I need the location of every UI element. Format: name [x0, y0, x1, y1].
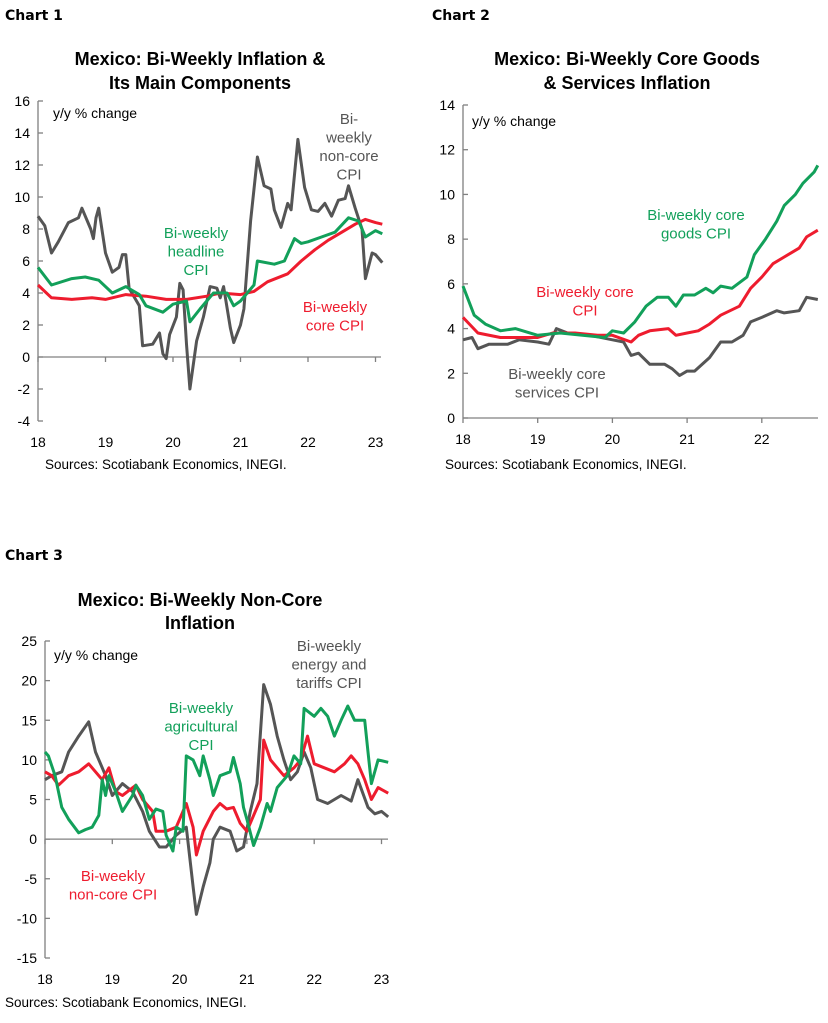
- chart-label: Chart 1: [5, 8, 63, 24]
- chart-title-line-1: Mexico: Bi-Weekly Non-Core: [78, 590, 323, 610]
- x-tick-label: 22: [300, 434, 316, 450]
- series-label: Bi-weekly: [169, 700, 234, 717]
- series-label: tariffs CPI: [296, 675, 362, 692]
- series-label: goods CPI: [661, 226, 731, 243]
- x-tick-label: 20: [172, 971, 188, 987]
- chart-label: Chart 2: [432, 8, 490, 24]
- y-tick-label: 4: [22, 285, 30, 301]
- y-tick-label: 2: [22, 317, 30, 333]
- chart-title-line-1: Mexico: Bi-Weekly Core Goods: [494, 49, 760, 69]
- x-tick-label: 21: [679, 431, 695, 447]
- series-label: Bi-: [340, 111, 358, 128]
- series-label: CPI: [183, 262, 208, 279]
- y-tick-label: 2: [447, 365, 455, 381]
- series-label: Bi-weekly: [81, 868, 146, 885]
- y-tick-label: 20: [21, 673, 37, 689]
- series-label: CPI: [188, 737, 213, 754]
- y-tick-label: 10: [439, 186, 455, 202]
- x-tick-label: 18: [455, 431, 471, 447]
- series-label: non-core CPI: [69, 887, 157, 904]
- y-tick-label: 6: [22, 253, 30, 269]
- x-tick-label: 19: [98, 434, 114, 450]
- chart-label: Chart 3: [5, 548, 63, 564]
- y-tick-label: 12: [439, 142, 455, 158]
- y-tick-label: 8: [22, 221, 30, 237]
- chart-source: Sources: Scotiabank Economics, INEGI.: [45, 457, 287, 472]
- series-label: weekly: [325, 130, 372, 147]
- chart-source: Sources: Scotiabank Economics, INEGI.: [5, 995, 247, 1010]
- y-tick-label: 10: [14, 189, 30, 205]
- series-line-red: [461, 228, 819, 344]
- x-tick-label: 22: [754, 431, 770, 447]
- y-tick-label: 6: [447, 276, 455, 292]
- x-tick-label: 20: [165, 434, 181, 450]
- series-label: agricultural: [164, 719, 237, 736]
- series-label: energy and: [291, 657, 366, 674]
- series-label: Bi-weekly: [164, 225, 229, 242]
- series-label: Bi-weekly: [303, 299, 368, 316]
- chart-3: Chart 3 Mexico: Bi-Weekly Non-Core Infla…: [5, 548, 389, 1010]
- series-label: Bi-weekly core: [508, 366, 606, 383]
- y-tick-label: -2: [18, 381, 31, 397]
- x-tick-label: 21: [233, 434, 249, 450]
- y-tick-label: 16: [14, 93, 30, 109]
- chart-1: Chart 1 Mexico: Bi-Weekly Inflation & It…: [5, 8, 383, 472]
- x-tick-label: 23: [368, 434, 384, 450]
- series-line-gray: [462, 295, 819, 377]
- x-tick-label: 18: [37, 971, 53, 987]
- y-axis-label: y/y % change: [54, 647, 138, 663]
- chart-title-line-1: Mexico: Bi-Weekly Inflation &: [75, 49, 326, 69]
- y-tick-label: -10: [17, 910, 37, 926]
- y-tick-label: 0: [29, 831, 37, 847]
- series-line-green: [461, 164, 820, 339]
- y-tick-label: -4: [18, 413, 31, 429]
- y-axis-label: y/y % change: [472, 113, 556, 129]
- series-label: services CPI: [515, 385, 599, 402]
- x-tick-label: 23: [374, 971, 390, 987]
- series-label: CPI: [572, 303, 597, 320]
- y-tick-label: 10: [21, 752, 37, 768]
- series-line-green: [36, 216, 383, 324]
- series-label: CPI: [336, 167, 361, 184]
- y-axis-label: y/y % change: [53, 105, 137, 121]
- chart-title-line-2: Inflation: [165, 613, 235, 633]
- series-label: Bi-weekly: [297, 638, 362, 655]
- series-line-red: [44, 734, 389, 857]
- chart-source: Sources: Scotiabank Economics, INEGI.: [445, 457, 687, 472]
- chart-2: Chart 2 Mexico: Bi-Weekly Core Goods & S…: [432, 8, 820, 472]
- series-label: Bi-weekly core: [647, 207, 745, 224]
- chart-title-line-2: & Services Inflation: [543, 73, 710, 93]
- x-tick-label: 21: [239, 971, 255, 987]
- x-tick-label: 20: [605, 431, 621, 447]
- series-label: non-core: [319, 148, 378, 165]
- y-tick-label: 0: [22, 349, 30, 365]
- y-tick-label: 8: [447, 231, 455, 247]
- series-label: headline: [168, 244, 225, 261]
- chart-title-line-2: Its Main Components: [109, 73, 291, 93]
- x-tick-label: 22: [306, 971, 322, 987]
- y-tick-label: 5: [29, 792, 37, 808]
- series-line-red: [36, 217, 383, 301]
- y-tick-label: 25: [21, 633, 37, 649]
- x-tick-label: 18: [30, 434, 46, 450]
- y-tick-label: 4: [447, 321, 455, 337]
- y-tick-label: 14: [439, 97, 455, 113]
- y-tick-label: 0: [447, 410, 455, 426]
- y-tick-label: -15: [17, 950, 37, 966]
- series-line-green: [43, 704, 389, 853]
- y-tick-label: 14: [14, 125, 30, 141]
- x-tick-label: 19: [530, 431, 546, 447]
- series-line-gray: [36, 137, 384, 391]
- series-label: core CPI: [306, 318, 364, 335]
- y-tick-label: -5: [25, 871, 38, 887]
- y-tick-label: 12: [14, 157, 30, 173]
- x-tick-label: 19: [105, 971, 121, 987]
- y-tick-label: 15: [21, 712, 37, 728]
- series-label: Bi-weekly core: [536, 284, 634, 301]
